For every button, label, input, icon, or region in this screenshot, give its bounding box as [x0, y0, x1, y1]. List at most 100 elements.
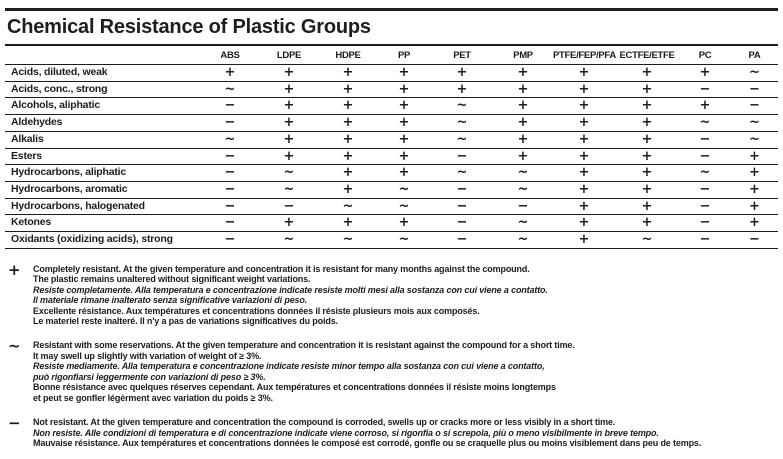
resistance-cell: +	[731, 164, 778, 182]
resistance-cell: ~	[493, 181, 553, 199]
table-row: Alkalis ~ + + + ~ + + + − ~	[5, 131, 778, 149]
resistance-cell: +	[319, 97, 377, 116]
legend-text: Not resistant. At the given temperature …	[33, 417, 778, 448]
resistance-cell: +	[377, 114, 431, 132]
resistance-cell: −	[431, 148, 493, 166]
resistance-cell: +	[259, 114, 319, 132]
column-header: ECTFE/ETFE	[615, 45, 679, 65]
legend-line: Le materiel reste inalteré. Il n'y a pas…	[33, 316, 338, 326]
legend-line: Non resiste. Alle condizioni di temperat…	[33, 427, 659, 438]
resistance-cell: −	[259, 198, 319, 216]
resistance-cell: +	[553, 148, 615, 166]
resistance-cell: +	[615, 97, 679, 116]
resistance-cell: +	[493, 81, 553, 99]
resistance-cell: +	[553, 81, 615, 99]
resistance-cell: +	[679, 64, 731, 82]
resistance-cell: ~	[431, 97, 493, 116]
legend-line: Not resistant. At the given temperature …	[33, 417, 616, 428]
legend-item: − Not resistant. At the given temperature…	[8, 416, 778, 448]
row-label: Alcohols, aliphatic	[5, 97, 201, 116]
row-label: Oxidants (oxidizing acids), strong	[5, 231, 201, 249]
resistance-cell: −	[679, 131, 731, 149]
resistance-cell: −	[679, 148, 731, 166]
resistance-cell: ~	[377, 231, 431, 249]
column-header: PP	[377, 45, 431, 65]
resistance-cell: +	[377, 64, 431, 82]
resistance-cell: ~	[259, 231, 319, 249]
resistance-cell: +	[553, 198, 615, 216]
legend: + Completely resistant. At the given temp…	[8, 262, 778, 449]
resistance-cell: −	[201, 181, 259, 199]
table-row: Aldehydes − + + + ~ + + + ~ ~	[5, 114, 778, 132]
resistance-cell: +	[679, 97, 731, 116]
column-header: LDPE	[259, 45, 319, 65]
legend-line: Il materiale rimane inalterato senza sig…	[33, 295, 308, 306]
legend-line: può rigonfiarsi leggermente con variazio…	[33, 371, 266, 382]
resistance-cell: +	[553, 131, 615, 149]
legend-line: Resiste mediamente. Alla temperatura e c…	[33, 361, 545, 372]
resistance-cell: +	[319, 164, 377, 182]
resistance-cell: +	[259, 131, 319, 149]
column-header: PET	[431, 45, 493, 65]
table-row: Hydrocarbons, aliphatic − ~ + + ~ ~ + + ~ +	[5, 164, 778, 182]
legend-line: Resiste completamente. Alla temperatura …	[33, 284, 548, 295]
resistance-cell: −	[679, 81, 731, 99]
row-label: Alkalis	[5, 131, 201, 149]
resistance-cell: +	[377, 148, 431, 166]
resistance-cell: +	[377, 81, 431, 99]
resistance-cell: +	[493, 64, 553, 82]
table-row: Ketones − + + + − ~ + + − +	[5, 214, 778, 233]
resistance-cell: −	[201, 231, 259, 249]
resistance-cell: ~	[493, 214, 553, 233]
resistance-cell: +	[615, 114, 679, 132]
resistance-cell: ~	[731, 64, 778, 82]
resistance-cell: −	[431, 181, 493, 199]
resistance-cell: ~	[431, 131, 493, 149]
resistance-cell: +	[553, 164, 615, 182]
table-row: Acids, diluted, weak + + + + + + + + + ~	[5, 64, 778, 82]
legend-line: It may swell up slightly with variation …	[33, 350, 262, 361]
row-label: Ketones	[5, 214, 201, 233]
row-label: Hydrocarbons, aliphatic	[5, 164, 201, 182]
resistance-cell: +	[259, 97, 319, 116]
column-header: PMP	[493, 45, 553, 65]
resistance-cell: ~	[731, 114, 778, 132]
row-label: Hydrocarbons, halogenated	[5, 198, 201, 216]
resistance-cell: +	[493, 97, 553, 116]
resistance-cell: +	[615, 148, 679, 166]
table-row: Alcohols, aliphatic − + + + ~ + + + + −	[5, 97, 778, 116]
resistance-cell: +	[553, 64, 615, 82]
table-row: Hydrocarbons, aromatic − ~ + ~ − ~ + + − +	[5, 181, 778, 199]
resistance-cell: +	[259, 81, 319, 99]
resistance-cell: −	[493, 198, 553, 216]
resistance-cell: −	[679, 198, 731, 216]
resistance-cell: +	[553, 114, 615, 132]
resistance-cell: +	[319, 64, 377, 82]
resistance-cell: +	[201, 64, 259, 82]
chemical-resistance-table: ABS LDPE HDPE PP PET PMP PTFE/FEP/PFA ECTFE/ETF…	[5, 44, 778, 249]
resistance-cell: ~	[319, 198, 377, 216]
legend-item: ~ Resistant with some reservations. At th…	[8, 339, 778, 403]
legend-line: Completely resistant. At the given tempe…	[33, 263, 530, 274]
table-row: Esters − + + + − + + + − +	[5, 148, 778, 166]
legend-line: Bonne résistance avec quelques réserves …	[33, 382, 556, 393]
column-header: ABS	[201, 45, 259, 65]
resistance-cell: +	[615, 64, 679, 82]
resistance-cell: ~	[201, 131, 259, 149]
resistance-cell: +	[731, 198, 778, 216]
legend-text: Completely resistant. At the given tempe…	[33, 264, 778, 327]
resistance-cell: +	[493, 148, 553, 166]
resistance-cell: +	[615, 164, 679, 182]
resistance-cell: +	[731, 148, 778, 166]
resistance-cell: ~	[377, 181, 431, 199]
resistance-cell: +	[615, 181, 679, 199]
resistance-cell: +	[259, 64, 319, 82]
row-label: Acids, diluted, weak	[5, 64, 201, 82]
resistance-cell: ~	[493, 231, 553, 249]
resistance-cell: ~	[259, 164, 319, 182]
resistance-cell: −	[679, 181, 731, 199]
resistance-cell: −	[201, 198, 259, 216]
resistance-cell: +	[319, 148, 377, 166]
resistance-cell: +	[615, 81, 679, 99]
